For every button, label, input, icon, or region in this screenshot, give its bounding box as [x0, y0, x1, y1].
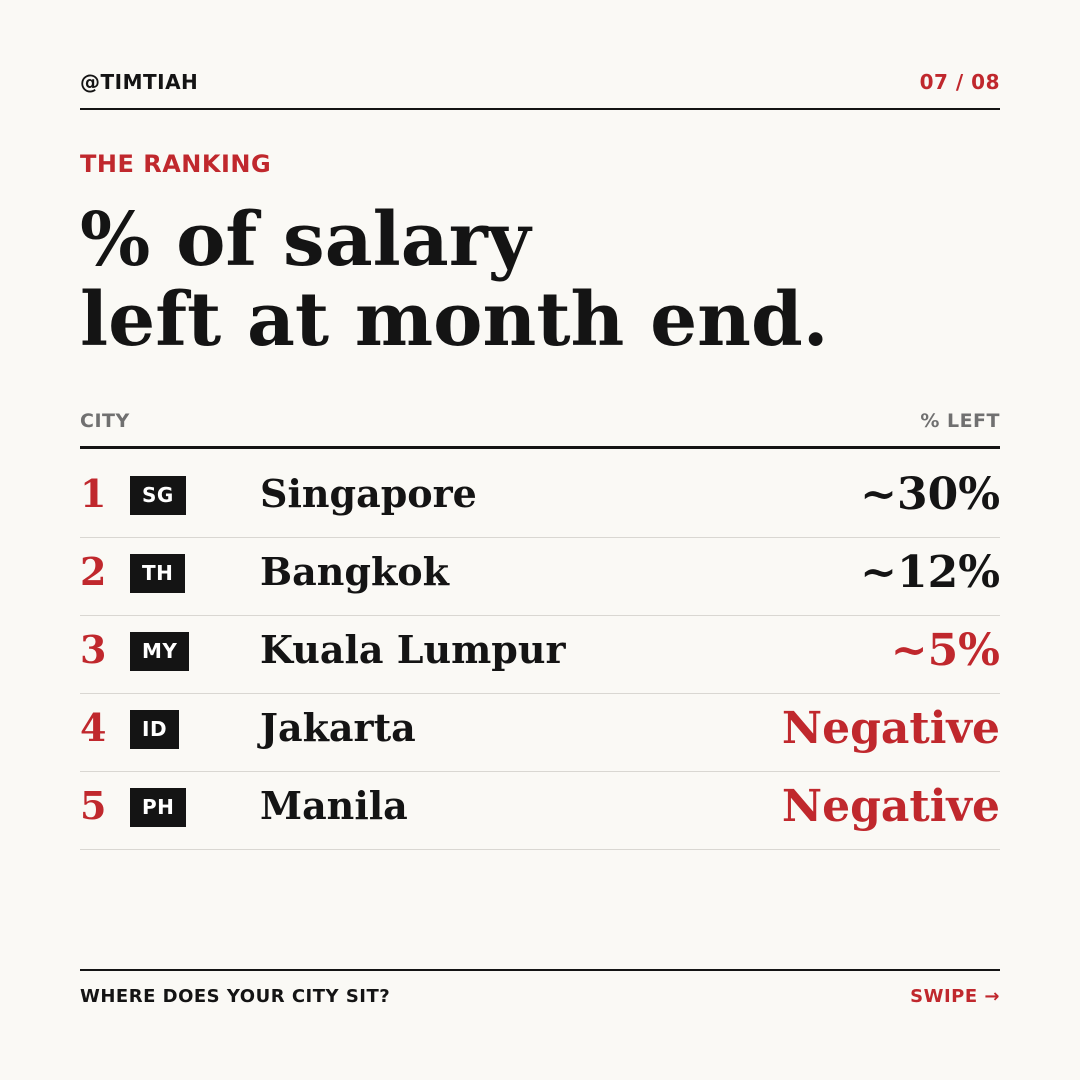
country-code-badge: ID: [130, 710, 180, 749]
rank-number: 3: [80, 627, 107, 672]
country-code-badge: PH: [130, 788, 187, 827]
footer: WHERE DOES YOUR CITY SIT? SWIPE →: [80, 969, 1000, 1021]
country-code-badge: TH: [130, 554, 186, 593]
header: @TIMTIAH 07 / 08: [80, 70, 1000, 110]
percent-left-value: Negative: [781, 703, 1000, 754]
rank-number: 1: [80, 471, 107, 516]
percent-left-value: ~12%: [860, 547, 1000, 598]
section-kicker: THE RANKING: [80, 150, 272, 178]
city-name: Bangkok: [260, 549, 449, 594]
rank-number: 5: [80, 783, 107, 828]
table-row: 4 ID Jakarta Negative: [80, 694, 1000, 772]
table-row: 3 MY Kuala Lumpur ~5%: [80, 616, 1000, 694]
title-line-2: left at month end.: [80, 277, 829, 363]
country-code-badge: SG: [130, 476, 186, 515]
swipe-hint[interactable]: SWIPE →: [910, 985, 1000, 1007]
column-header-city: CITY: [80, 410, 130, 432]
page-title: % of salary left at month end.: [80, 200, 1000, 360]
column-header-percent-left: % LEFT: [920, 410, 1000, 432]
footer-prompt: WHERE DOES YOUR CITY SIT?: [80, 985, 391, 1007]
account-handle: @TIMTIAH: [80, 70, 199, 94]
country-code-badge: MY: [130, 632, 190, 671]
table-header: CITY % LEFT: [80, 410, 1000, 449]
ranking-table: 1 SG Singapore ~30% 2 TH Bangkok ~12% 3 …: [80, 460, 1000, 850]
title-line-1: % of salary: [80, 197, 531, 283]
page-indicator: 07 / 08: [919, 70, 1000, 94]
table-row: 2 TH Bangkok ~12%: [80, 538, 1000, 616]
city-name: Singapore: [260, 471, 477, 516]
city-name: Manila: [260, 783, 408, 828]
percent-left-value: ~30%: [860, 469, 1000, 520]
percent-left-value: ~5%: [890, 625, 1000, 676]
rank-number: 4: [80, 705, 107, 750]
table-row: 5 PH Manila Negative: [80, 772, 1000, 850]
city-name: Kuala Lumpur: [260, 627, 566, 672]
table-row: 1 SG Singapore ~30%: [80, 460, 1000, 538]
rank-number: 2: [80, 549, 107, 594]
percent-left-value: Negative: [781, 781, 1000, 832]
city-name: Jakarta: [260, 705, 416, 750]
